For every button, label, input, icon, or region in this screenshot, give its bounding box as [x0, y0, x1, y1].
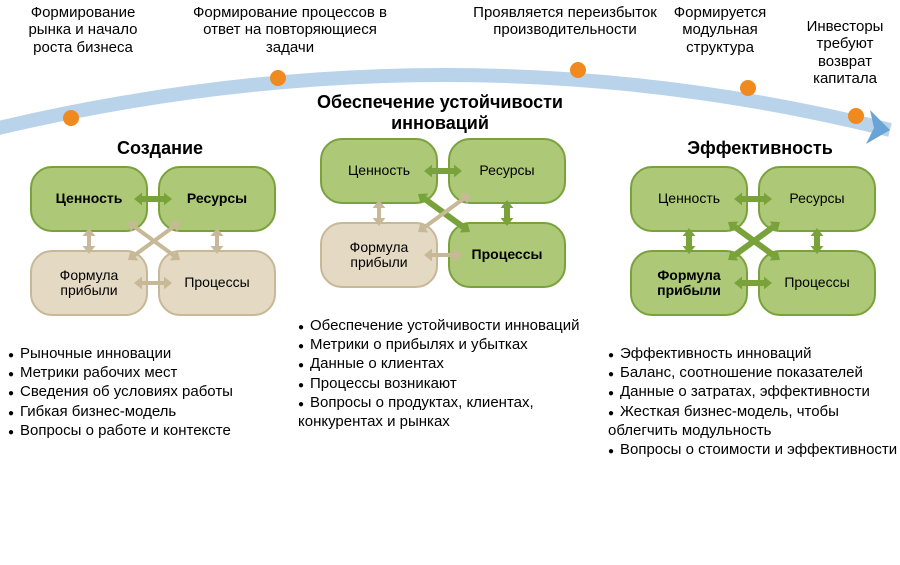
bullet-text: Жесткая бизнес-модель, чтобы облегчить м…: [608, 403, 839, 439]
bullet-text: Баланс, соотношение показателей: [620, 364, 863, 381]
bullet-dot-icon: ●: [608, 369, 620, 382]
bullet-1-4: ●Вопросы о продуктах, клиентах, конкурен…: [298, 393, 598, 431]
bullet-dot-icon: ●: [8, 427, 20, 440]
bullet-1-2: ●Данные о клиентах: [298, 354, 598, 373]
bullet-text: Эффективность инноваций: [620, 345, 812, 362]
node-0-bl: Формула прибыли: [30, 250, 148, 316]
bullets-2: ●Эффективность инноваций●Баланс, соотнош…: [608, 344, 898, 459]
bullet-2-3: ●Жесткая бизнес-модель, чтобы облегчить …: [608, 402, 898, 440]
timeline-dot-1: [270, 70, 286, 86]
bullet-dot-icon: ●: [298, 380, 310, 393]
bullets-0: ●Рыночные инновации●Метрики рабочих мест…: [8, 344, 288, 440]
bullet-text: Данные о затратах, эффективности: [620, 383, 870, 400]
timeline-label-3: Формируется модульная структура: [650, 4, 790, 56]
bullet-2-0: ●Эффективность инноваций: [608, 344, 898, 363]
bullet-dot-icon: ●: [608, 408, 620, 421]
timeline-label-1: Формирование процессов в ответ на повтор…: [180, 4, 400, 56]
node-1-bl: Формула прибыли: [320, 222, 438, 288]
node-0-tl: Ценность: [30, 166, 148, 232]
node-1-br: Процессы: [448, 222, 566, 288]
bullet-text: Сведения об условиях работы: [20, 383, 233, 400]
quad-0: ЦенностьРесурсыФормула прибылиПроцессы: [30, 166, 280, 326]
bullet-text: Метрики о прибылях и убытках: [310, 336, 528, 353]
timeline-dot-2: [570, 62, 586, 78]
bullet-dot-icon: ●: [608, 446, 620, 459]
bullet-2-1: ●Баланс, соотношение показателей: [608, 363, 898, 382]
bullet-text: Процессы возникают: [310, 375, 457, 392]
bullet-dot-icon: ●: [608, 350, 620, 363]
bullet-text: Гибкая бизнес-модель: [20, 403, 176, 420]
timeline-label-4: Инвесторы требуют возврат капитала: [790, 18, 900, 87]
bullet-dot-icon: ●: [298, 360, 310, 373]
bullet-0-0: ●Рыночные инновации: [8, 344, 288, 363]
bullet-1-3: ●Процессы возникают: [298, 374, 598, 393]
node-2-tl: Ценность: [630, 166, 748, 232]
bullet-text: Вопросы о стоимости и эффективности: [620, 441, 897, 458]
bullet-text: Вопросы о продуктах, клиентах, конкурент…: [298, 394, 534, 430]
node-0-tr: Ресурсы: [158, 166, 276, 232]
timeline-label-0: Формирование рынка и начало роста бизнес…: [8, 4, 158, 56]
bullets-1: ●Обеспечение устойчивости инноваций●Метр…: [298, 316, 598, 431]
bullet-0-1: ●Метрики рабочих мест: [8, 363, 288, 382]
bullet-dot-icon: ●: [298, 341, 310, 354]
bullet-dot-icon: ●: [608, 388, 620, 401]
bullet-dot-icon: ●: [8, 408, 20, 421]
node-2-br: Процессы: [758, 250, 876, 316]
node-1-tl: Ценность: [320, 138, 438, 204]
quad-2: ЦенностьРесурсыФормула прибылиПроцессы: [630, 166, 880, 326]
timeline-dot-4: [848, 108, 864, 124]
bullet-dot-icon: ●: [8, 350, 20, 363]
node-0-br: Процессы: [158, 250, 276, 316]
bullet-dot-icon: ●: [8, 369, 20, 382]
bullet-text: Вопросы о работе и контексте: [20, 422, 231, 439]
section-title-0: Создание: [70, 138, 250, 159]
quad-1: ЦенностьРесурсыФормула прибылиПроцессы: [320, 138, 570, 298]
bullet-0-4: ●Вопросы о работе и контексте: [8, 421, 288, 440]
bullet-text: Обеспечение устойчивости инноваций: [310, 317, 580, 334]
bullet-2-2: ●Данные о затратах, эффективности: [608, 382, 898, 401]
bullet-text: Данные о клиентах: [310, 355, 444, 372]
bullet-0-3: ●Гибкая бизнес-модель: [8, 402, 288, 421]
node-2-tr: Ресурсы: [758, 166, 876, 232]
bullet-text: Рыночные инновации: [20, 345, 171, 362]
section-title-2: Эффективность: [650, 138, 870, 159]
timeline-label-2: Проявляется переизбыток производительнос…: [465, 4, 665, 39]
timeline-dot-0: [63, 110, 79, 126]
bullet-0-2: ●Сведения об условиях работы: [8, 382, 288, 401]
section-title-1: Обеспечение устойчивости инноваций: [290, 92, 590, 134]
diagram-canvas: { "colors": { "arc": "#b9d3ea", "arc_hea…: [0, 0, 900, 565]
bullet-1-1: ●Метрики о прибылях и убытках: [298, 335, 598, 354]
bullet-dot-icon: ●: [8, 388, 20, 401]
timeline-dot-3: [740, 80, 756, 96]
bullet-2-4: ●Вопросы о стоимости и эффективности: [608, 440, 898, 459]
bullet-text: Метрики рабочих мест: [20, 364, 177, 381]
bullet-1-0: ●Обеспечение устойчивости инноваций: [298, 316, 598, 335]
node-2-bl: Формула прибыли: [630, 250, 748, 316]
node-1-tr: Ресурсы: [448, 138, 566, 204]
bullet-dot-icon: ●: [298, 399, 310, 412]
bullet-dot-icon: ●: [298, 322, 310, 335]
